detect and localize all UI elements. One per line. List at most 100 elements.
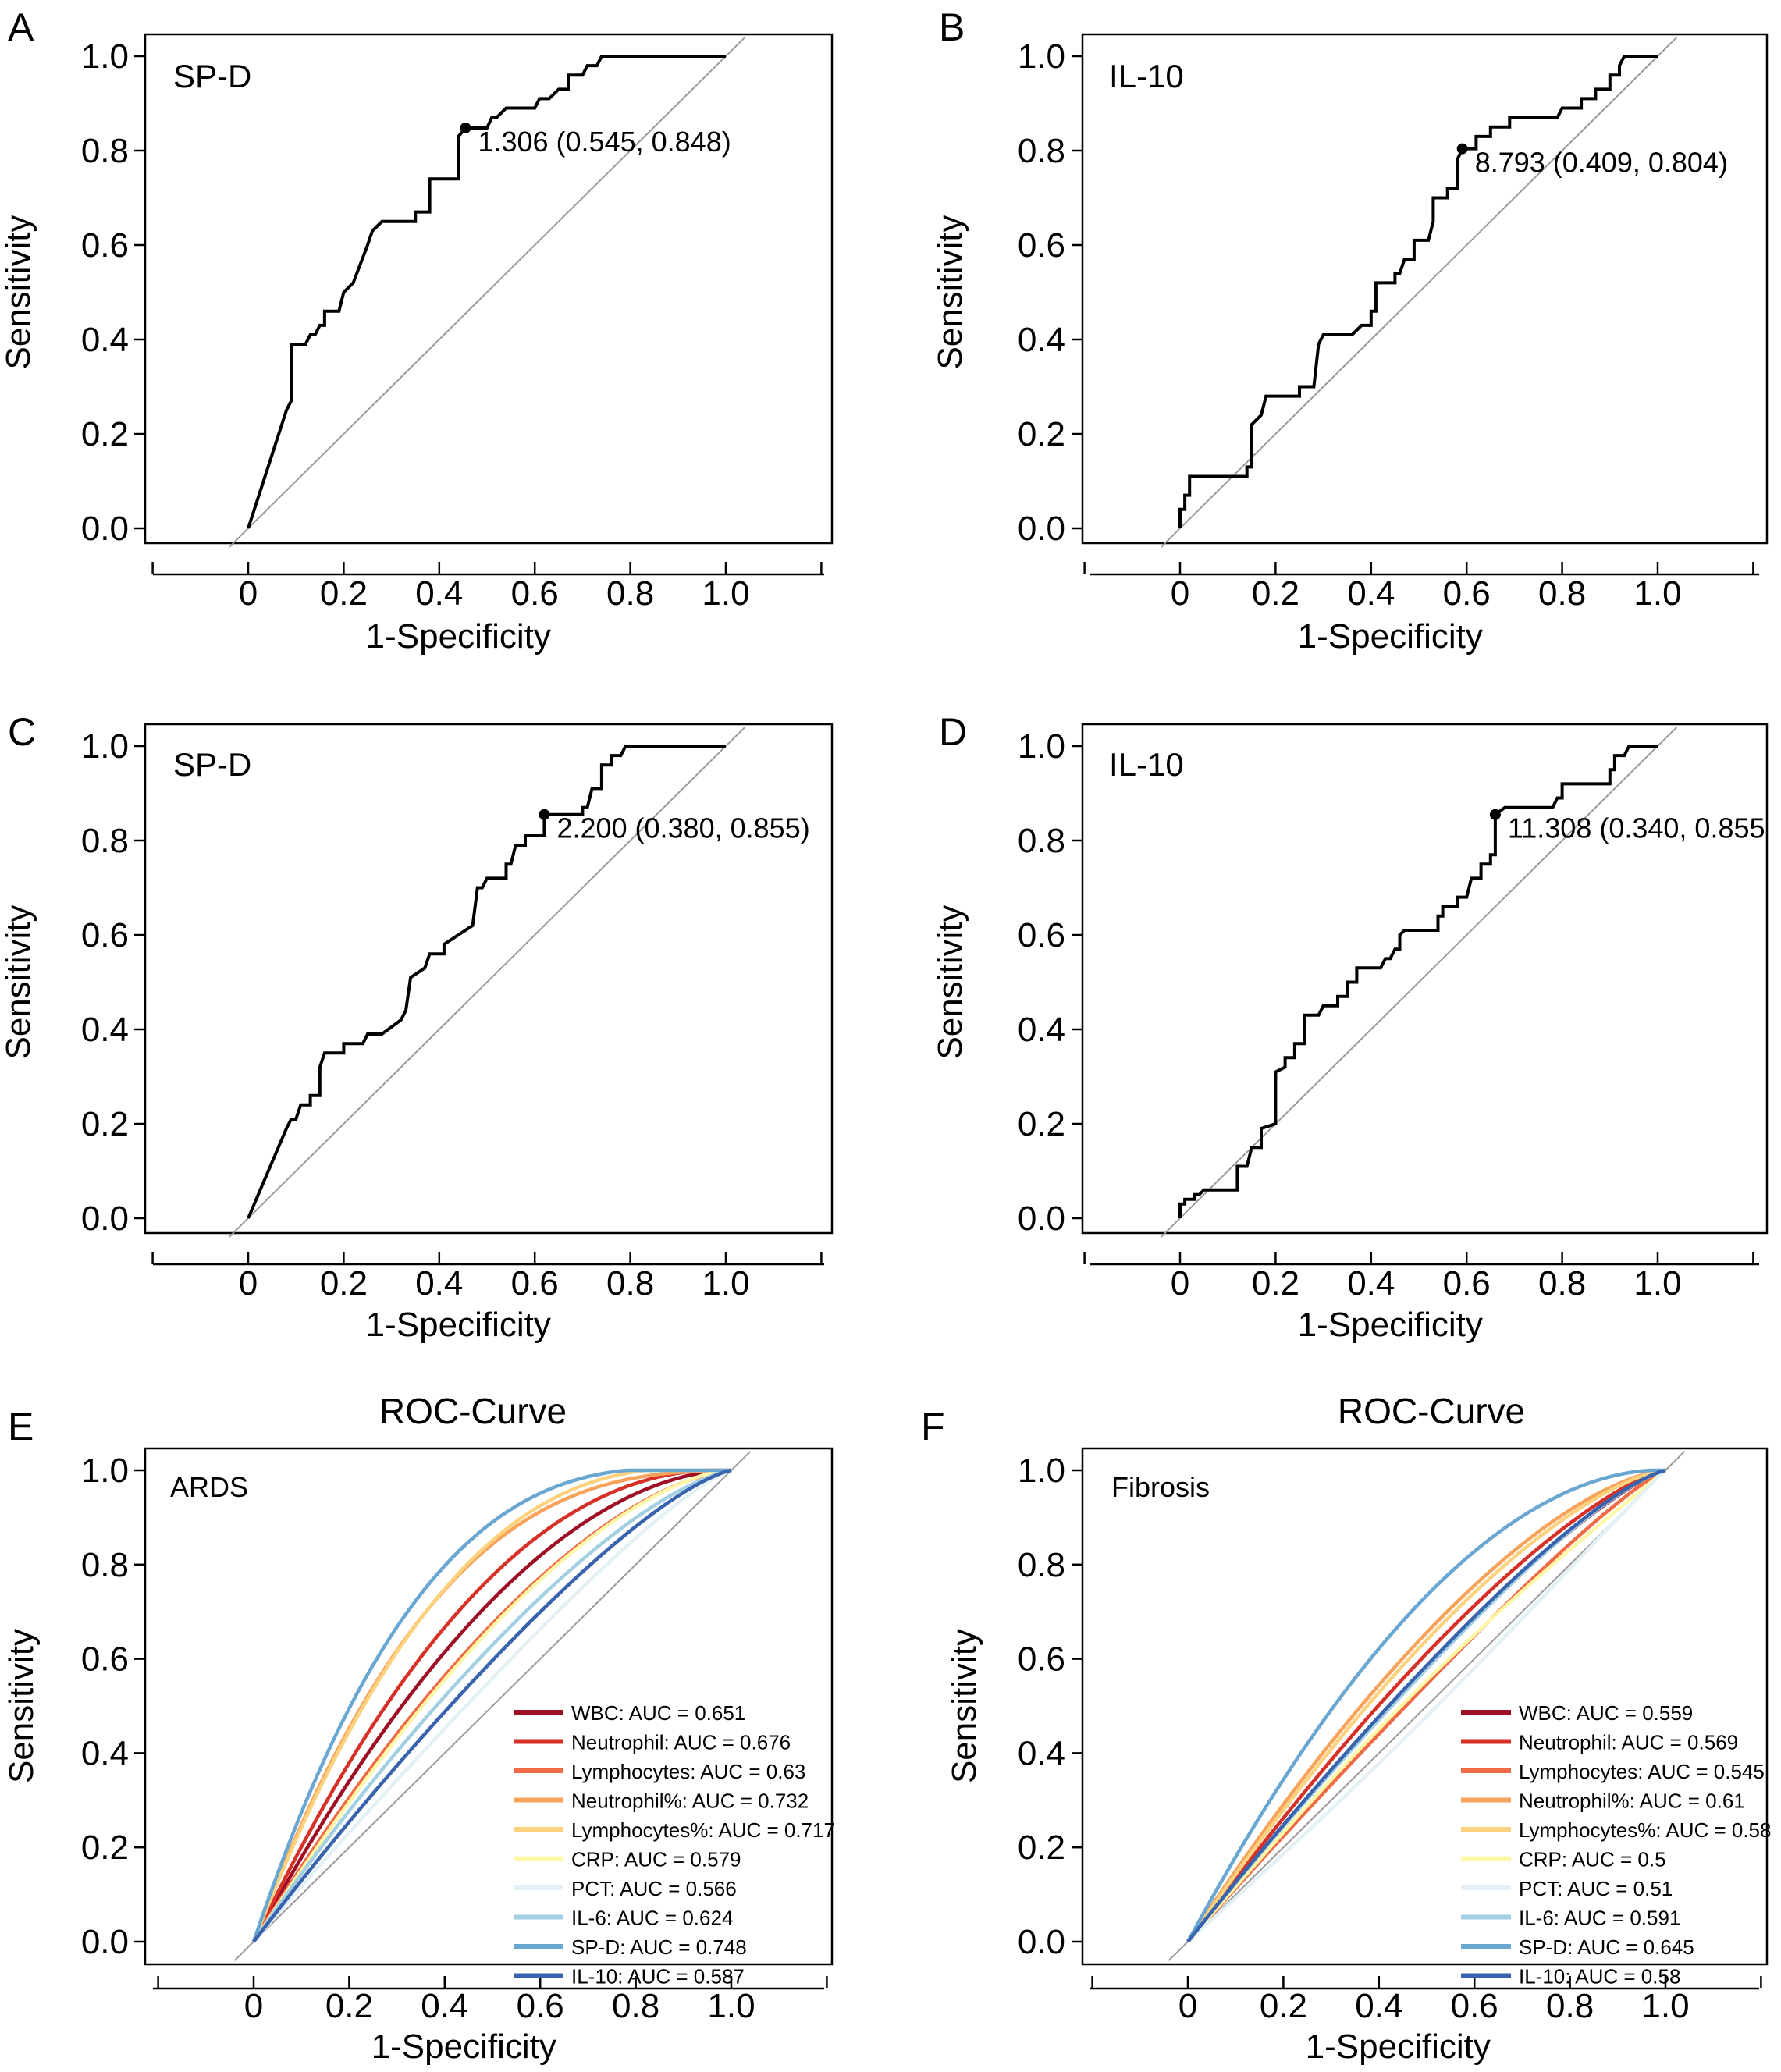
series-line-il-10 [252, 1468, 732, 1943]
series-line-pct [252, 1468, 732, 1943]
legend: WBC: AUC = 0.559 Neutrophil: AUC = 0.569 L… [1461, 1701, 1771, 1988]
reference-diagonal [1160, 727, 1678, 1238]
x-axis-label: 1-Specificity [1306, 2028, 1491, 2066]
y-tick-label: 0.2 [81, 1829, 129, 1867]
y-axis-label: Sensitivity [2, 1629, 41, 1783]
y-tick-label: 1.0 [1018, 1452, 1065, 1490]
y-tick-label: 0.4 [1018, 1734, 1065, 1772]
plot-frame [1081, 33, 1769, 545]
x-tick-label: 0.8 [1538, 1264, 1586, 1303]
y-tick-label: 0.6 [1018, 916, 1065, 954]
panel-inset-label: ARDS [170, 1471, 248, 1503]
y-axis-label: Sensitivity [0, 215, 37, 369]
legend-label: WBC: AUC = 0.559 [1519, 1701, 1693, 1725]
legend-label: SP-D: AUC = 0.645 [1519, 1935, 1694, 1959]
panel-letter: C [8, 710, 36, 754]
x-axis-label: 1-Specificity [371, 2028, 556, 2066]
panel-inset-label: Fibrosis [1111, 1471, 1210, 1503]
panel-letter: F [921, 1405, 945, 1448]
panel-inset-label: IL-10 [1109, 58, 1184, 94]
x-tick-label: 0.6 [511, 1264, 559, 1303]
series-line-pct [1186, 1469, 1667, 1943]
y-tick-label: 0.8 [1018, 132, 1065, 170]
x-tick-label: 0 [239, 574, 258, 613]
y-tick-label: 0.6 [81, 226, 129, 265]
threshold-label: 2.200 (0.380, 0.855) [556, 812, 809, 844]
legend: WBC: AUC = 0.651 Neutrophil: AUC = 0.676 L… [514, 1701, 835, 1988]
x-axis-label: 1-Specificity [366, 1306, 551, 1344]
legend-label: IL-6: AUC = 0.591 [1519, 1907, 1680, 1930]
y-axis-label: Sensitivity [931, 905, 969, 1059]
y-tick-label: 0.4 [1018, 1011, 1065, 1049]
legend-label: Lymphocytes: AUC = 0.545 [1519, 1760, 1765, 1783]
y-tick-label: 0.6 [1018, 226, 1065, 265]
legend-label: IL-10: AUC = 0.58 [1519, 1965, 1680, 1988]
legend-label: Lymphocytes%: AUC = 0.717 [571, 1818, 835, 1842]
legend-label: CRP: AUC = 0.5 [1519, 1848, 1666, 1871]
panel-inset-label: SP-D [173, 58, 251, 94]
x-tick-label: 0 [239, 1264, 258, 1303]
y-tick-label: 0.2 [81, 415, 129, 453]
y-tick-label: 0.6 [81, 916, 129, 954]
y-tick-label: 0.0 [1018, 510, 1065, 548]
panel-A: A 0 0.2 0.4 0.6 0.8 1.0 1-Specificity 0.0 0.2 0.4 0… [0, 5, 834, 656]
x-tick-label: 0.2 [325, 1987, 373, 2025]
y-axis-label: Sensitivity [945, 1629, 983, 1783]
legend-label: Lymphocytes%: AUC = 0.58 [1519, 1818, 1771, 1842]
y-tick-label: 0.8 [1018, 822, 1065, 860]
x-axis-label: 1-Specificity [1298, 1306, 1483, 1344]
x-tick-label: 0.4 [415, 1264, 463, 1303]
threshold-point [1489, 809, 1501, 820]
y-tick-label: 0.4 [81, 1011, 129, 1049]
panel-inset-label: SP-D [173, 746, 251, 783]
y-tick-label: 0.4 [1018, 321, 1065, 359]
y-tick-label: 0.0 [81, 1923, 129, 1961]
y-tick-label: 0.0 [81, 510, 129, 548]
plot-frame [1081, 1447, 1769, 1966]
y-tick-label: 1.0 [81, 37, 129, 76]
x-tick-label: 1.0 [1641, 1987, 1689, 2025]
x-tick-label: 1.0 [1633, 1264, 1681, 1303]
chart-title: ROC-Curve [379, 1391, 567, 1431]
y-axis-label: Sensitivity [931, 215, 969, 369]
y-tick-label: 1.0 [1018, 37, 1065, 76]
x-tick-label: 0.8 [1546, 1987, 1594, 2025]
roc-curve-line [1178, 55, 1658, 528]
x-tick-label: 0.6 [1443, 574, 1491, 613]
series-line-sp-d [1186, 1468, 1665, 1943]
y-tick-label: 0.8 [81, 1546, 129, 1584]
x-tick-label: 0.4 [1355, 1987, 1402, 2025]
series-line-neutrophil [1186, 1468, 1666, 1943]
x-tick-label: 0.8 [1538, 574, 1586, 613]
legend-label: SP-D: AUC = 0.748 [571, 1935, 747, 1959]
legend-label: PCT: AUC = 0.51 [1519, 1877, 1673, 1900]
panel-letter: D [939, 710, 967, 754]
x-tick-label: 0.6 [1451, 1987, 1498, 2025]
series-line-sp-d [251, 1468, 731, 1942]
y-tick-label: 0.2 [81, 1105, 129, 1143]
roc-curve-line [247, 55, 726, 529]
legend-label: Neutrophil%: AUC = 0.732 [571, 1789, 809, 1813]
x-tick-label: 0.6 [1443, 1264, 1491, 1303]
panel-letter: A [8, 5, 34, 49]
y-tick-label: 1.0 [81, 727, 129, 766]
threshold-point [539, 809, 550, 820]
chart-title: ROC-Curve [1338, 1391, 1525, 1431]
panel-C: C 0 0.2 0.4 0.6 0.8 1.0 1-Specificity 0.0 0.2 0.4 0… [0, 710, 834, 1344]
x-tick-label: 0.8 [612, 1987, 659, 2025]
x-tick-label: 1.0 [702, 1264, 749, 1303]
x-tick-label: 0 [1171, 574, 1189, 613]
reference-diagonal [228, 727, 746, 1238]
x-tick-label: 1.0 [702, 574, 749, 613]
legend-label: Neutrophil: AUC = 0.676 [571, 1731, 791, 1754]
x-axis-label: 1-Specificity [1298, 617, 1483, 656]
legend-label: WBC: AUC = 0.651 [571, 1701, 745, 1725]
legend-label: CRP: AUC = 0.579 [571, 1848, 741, 1871]
series-line-neutrophil-pct [1186, 1468, 1666, 1943]
legend-label: Neutrophil%: AUC = 0.61 [1519, 1789, 1745, 1813]
plot-frame [1081, 723, 1769, 1235]
series-line-crp [1186, 1469, 1667, 1943]
series-line-wbc [252, 1468, 732, 1943]
roc-curve-line [247, 745, 726, 1219]
